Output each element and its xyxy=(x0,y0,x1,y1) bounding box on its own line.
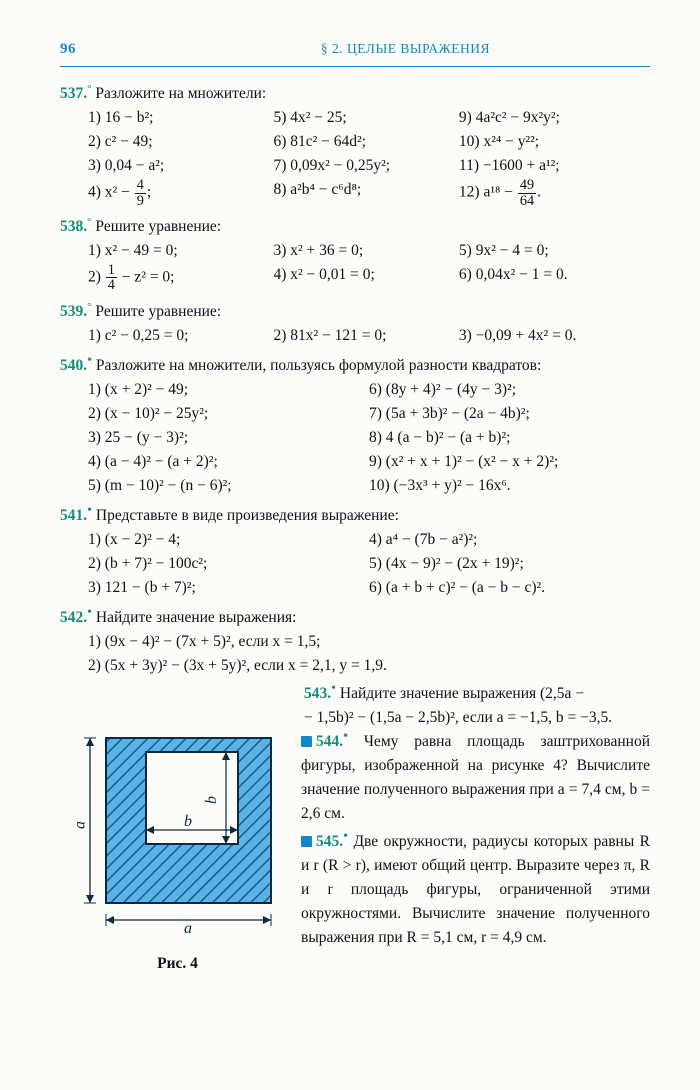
prob-539-num: 539. xyxy=(60,303,87,320)
prob-542-mark: • xyxy=(87,605,92,620)
prob-545-mark: • xyxy=(343,829,348,844)
p539-3: 3) −0,09 + 4x² = 0. xyxy=(459,324,650,348)
p543-text2: − 1,5b)² − (1,5a − 2,5b)², если a = −1,5… xyxy=(304,706,650,730)
p541-3: 3) 121 − (b + 7)²; xyxy=(88,576,369,600)
chapter-title: § 2. ЦЕЛЫЕ ВЫРАЖЕНИЯ xyxy=(321,39,650,60)
page-number: 96 xyxy=(60,38,76,61)
highlight-icon xyxy=(301,836,312,847)
p537-12: 12) a¹⁸ − 4964. xyxy=(459,178,650,208)
p540-3: 3) 25 − (y − 3)²; xyxy=(88,426,369,450)
prob-541-stem: Представьте в виде произведения выражени… xyxy=(96,507,399,524)
p539-2: 2) 81x² − 121 = 0; xyxy=(273,324,458,348)
p540-8: 8) 4 (a − b)² − (a + b)²; xyxy=(369,426,650,450)
prob-543-mark: • xyxy=(331,681,336,696)
figure-4-caption: Рис. 4 xyxy=(74,952,281,976)
p538-3: 3) x² + 36 = 0; xyxy=(273,239,458,263)
prob-542-num: 542. xyxy=(60,609,87,626)
svg-text:a: a xyxy=(184,920,192,937)
p545-text: Две окружности, радиусы которых равны R … xyxy=(301,833,650,946)
highlight-icon xyxy=(301,736,312,747)
p541-2: 2) (b + 7)² − 100c²; xyxy=(88,552,369,576)
p537-2: 2) c² − 49; xyxy=(88,130,273,154)
prob-538-num: 538. xyxy=(60,218,87,235)
p540-2: 2) (x − 10)² − 25y²; xyxy=(88,402,369,426)
p539-1: 1) c² − 0,25 = 0; xyxy=(88,324,273,348)
p540-10: 10) (−3x³ + y)² − 16x⁶. xyxy=(369,474,650,498)
p537-10: 10) x²⁴ − y²²; xyxy=(459,130,650,154)
prob-539-stem: Решите уравнение: xyxy=(95,303,221,320)
p537-8: 8) a²b⁴ − c⁶d⁸; xyxy=(273,178,458,208)
p538-6: 6) 0,04x² − 1 = 0. xyxy=(459,263,650,293)
p541-1: 1) (x − 2)² − 4; xyxy=(88,528,369,552)
p540-6: 6) (8y + 4)² − (4y − 3)²; xyxy=(369,378,650,402)
p541-4: 4) a⁴ − (7b − a²)²; xyxy=(369,528,650,552)
p540-9: 9) (x² + x + 1)² − (x² − x + 2)²; xyxy=(369,450,650,474)
p541-6: 6) (a + b + c)² − (a − b − c)². xyxy=(369,576,650,600)
p540-4: 4) (a − 4)² − (a + 2)²; xyxy=(88,450,369,474)
prob-539-mark: ° xyxy=(87,301,91,313)
svg-text:b: b xyxy=(203,796,220,804)
p538-2: 2) 14 − z² = 0; xyxy=(88,263,273,293)
p542-1: 1) (9x − 4)² − (7x + 5)², если x = 1,5; xyxy=(60,630,650,654)
p538-5: 5) 9x² − 4 = 0; xyxy=(459,239,650,263)
prob-537-mark: ° xyxy=(87,83,91,95)
p540-7: 7) (5a + 3b)² − (2a − 4b)²; xyxy=(369,402,650,426)
p544-text: Чему равна площадь заштрихованной фигуры… xyxy=(301,733,650,822)
prob-540-num: 540. xyxy=(60,357,87,374)
prob-540-stem: Разложите на множители, пользуясь формул… xyxy=(96,357,541,374)
prob-541-num: 541. xyxy=(60,507,87,524)
svg-text:a: a xyxy=(72,821,89,829)
p542-2: 2) (5x + 3y)² − (3x + 5y)², если x = 2,1… xyxy=(60,654,650,678)
p540-1: 1) (x + 2)² − 49; xyxy=(88,378,369,402)
p538-4: 4) x² − 0,01 = 0; xyxy=(273,263,458,293)
prob-543-num: 543. xyxy=(304,685,331,702)
prob-537-stem: Разложите на множители: xyxy=(95,85,266,102)
p540-5: 5) (m − 10)² − (n − 6)²; xyxy=(88,474,369,498)
prob-541-mark: • xyxy=(87,503,92,518)
figure-4: a a b b xyxy=(66,730,281,940)
prob-538-stem: Решите уравнение: xyxy=(95,218,221,235)
prob-537-num: 537. xyxy=(60,85,87,102)
p537-9: 9) 4a²c² − 9x²y²; xyxy=(459,106,650,130)
prob-542-stem: Найдите значение выражения: xyxy=(96,609,297,626)
p543-text1: Найдите значение выражения (2,5a − xyxy=(340,685,584,702)
prob-540-mark: • xyxy=(87,353,92,368)
prob-544-mark: • xyxy=(343,729,348,744)
p537-5: 5) 4x² − 25; xyxy=(273,106,458,130)
p537-4: 4) x² − 49; xyxy=(88,178,273,208)
prob-545-num: 545. xyxy=(316,833,343,850)
svg-text:b: b xyxy=(184,813,192,830)
p537-3: 3) 0,04 − a²; xyxy=(88,154,273,178)
p537-6: 6) 81c² − 64d²; xyxy=(273,130,458,154)
p537-7: 7) 0,09x² − 0,25y²; xyxy=(273,154,458,178)
p537-1: 1) 16 − b²; xyxy=(88,106,273,130)
p538-1: 1) x² − 49 = 0; xyxy=(88,239,273,263)
prob-538-mark: ° xyxy=(87,216,91,228)
prob-544-num: 544. xyxy=(316,733,343,750)
p541-5: 5) (4x − 9)² − (2x + 19)²; xyxy=(369,552,650,576)
p537-11: 11) −1600 + a¹²; xyxy=(459,154,650,178)
